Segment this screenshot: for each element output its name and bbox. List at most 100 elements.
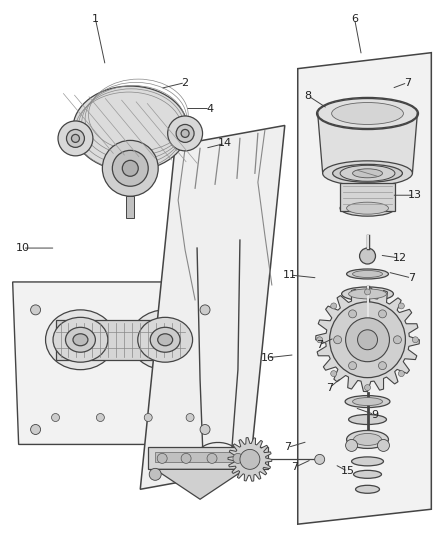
Text: 8: 8 xyxy=(304,91,311,101)
Circle shape xyxy=(413,337,418,343)
Circle shape xyxy=(314,455,325,464)
Polygon shape xyxy=(316,288,419,392)
Circle shape xyxy=(200,305,210,315)
Circle shape xyxy=(346,318,389,362)
Ellipse shape xyxy=(346,431,389,448)
Circle shape xyxy=(317,337,323,343)
Text: 15: 15 xyxy=(341,466,355,477)
Ellipse shape xyxy=(353,270,382,278)
Ellipse shape xyxy=(318,99,417,128)
Circle shape xyxy=(357,330,378,350)
Circle shape xyxy=(144,414,152,422)
Polygon shape xyxy=(13,282,215,445)
Circle shape xyxy=(52,414,60,422)
Polygon shape xyxy=(155,470,245,499)
Circle shape xyxy=(122,160,138,176)
Bar xyxy=(56,320,185,360)
Ellipse shape xyxy=(73,334,88,346)
Text: 7: 7 xyxy=(284,442,291,453)
Text: 10: 10 xyxy=(16,243,30,253)
Circle shape xyxy=(102,140,158,196)
Bar xyxy=(148,447,268,470)
Circle shape xyxy=(181,454,191,463)
Ellipse shape xyxy=(181,130,189,138)
Ellipse shape xyxy=(67,130,85,148)
Ellipse shape xyxy=(53,317,108,362)
Text: 7: 7 xyxy=(316,340,323,350)
Circle shape xyxy=(207,454,217,463)
Text: 6: 6 xyxy=(351,14,358,24)
Text: 4: 4 xyxy=(206,103,214,114)
Circle shape xyxy=(349,310,357,318)
Ellipse shape xyxy=(130,310,200,370)
Ellipse shape xyxy=(73,86,187,171)
Ellipse shape xyxy=(353,169,382,178)
Circle shape xyxy=(233,454,243,463)
Circle shape xyxy=(346,439,357,451)
Text: 12: 12 xyxy=(392,253,406,263)
Ellipse shape xyxy=(58,121,93,156)
Circle shape xyxy=(334,336,342,344)
Ellipse shape xyxy=(66,327,95,352)
Circle shape xyxy=(96,414,104,422)
Ellipse shape xyxy=(346,269,389,279)
Circle shape xyxy=(149,469,161,480)
Circle shape xyxy=(157,454,167,463)
Ellipse shape xyxy=(323,161,413,186)
Ellipse shape xyxy=(150,327,180,352)
Text: 13: 13 xyxy=(407,190,421,200)
Ellipse shape xyxy=(346,202,389,214)
Circle shape xyxy=(200,424,210,434)
Ellipse shape xyxy=(352,457,384,466)
Text: 7: 7 xyxy=(326,383,333,393)
Ellipse shape xyxy=(349,415,386,424)
Circle shape xyxy=(393,336,401,344)
Circle shape xyxy=(240,449,260,470)
Circle shape xyxy=(331,303,337,309)
Text: 2: 2 xyxy=(181,78,189,87)
Text: 7: 7 xyxy=(404,78,411,87)
Polygon shape xyxy=(298,53,431,524)
Ellipse shape xyxy=(345,395,390,408)
Ellipse shape xyxy=(342,287,393,301)
Ellipse shape xyxy=(353,398,382,406)
Ellipse shape xyxy=(356,486,379,493)
Bar xyxy=(126,196,134,218)
Ellipse shape xyxy=(340,200,395,216)
Text: 11: 11 xyxy=(283,270,297,280)
Text: 14: 14 xyxy=(218,139,232,148)
Text: 9: 9 xyxy=(371,409,378,419)
Circle shape xyxy=(186,414,194,422)
Circle shape xyxy=(399,303,404,309)
Bar xyxy=(155,453,261,462)
Ellipse shape xyxy=(349,289,386,299)
Circle shape xyxy=(360,248,375,264)
Polygon shape xyxy=(140,125,285,489)
Text: 7: 7 xyxy=(291,462,298,472)
Ellipse shape xyxy=(158,334,173,346)
Ellipse shape xyxy=(340,165,395,181)
Circle shape xyxy=(378,310,386,318)
Text: 16: 16 xyxy=(261,353,275,363)
Circle shape xyxy=(364,289,371,295)
Ellipse shape xyxy=(353,433,381,446)
Ellipse shape xyxy=(346,307,389,317)
Circle shape xyxy=(378,439,389,451)
Circle shape xyxy=(364,385,371,391)
Bar xyxy=(339,183,396,211)
Polygon shape xyxy=(228,438,272,481)
Ellipse shape xyxy=(168,116,202,151)
Ellipse shape xyxy=(353,470,381,478)
Circle shape xyxy=(31,305,41,315)
Ellipse shape xyxy=(138,317,193,362)
Circle shape xyxy=(112,150,148,186)
Ellipse shape xyxy=(71,134,79,142)
Text: 1: 1 xyxy=(92,14,99,24)
Ellipse shape xyxy=(332,102,403,124)
Ellipse shape xyxy=(332,164,403,182)
Circle shape xyxy=(349,362,357,370)
Text: 7: 7 xyxy=(408,273,415,283)
Circle shape xyxy=(331,370,337,377)
Circle shape xyxy=(378,362,386,370)
Ellipse shape xyxy=(176,124,194,142)
